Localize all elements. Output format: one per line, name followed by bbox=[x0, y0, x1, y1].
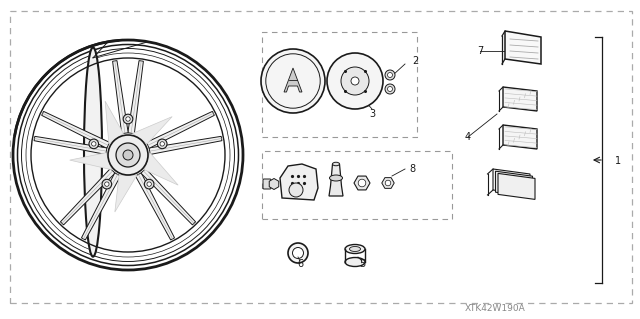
Text: 6: 6 bbox=[297, 259, 303, 269]
Polygon shape bbox=[145, 153, 178, 185]
Circle shape bbox=[327, 53, 383, 109]
Text: 7: 7 bbox=[477, 46, 483, 56]
Circle shape bbox=[126, 117, 130, 121]
Polygon shape bbox=[280, 164, 318, 200]
Polygon shape bbox=[34, 136, 107, 154]
Text: 2: 2 bbox=[412, 56, 418, 66]
Circle shape bbox=[157, 139, 167, 149]
Ellipse shape bbox=[84, 47, 102, 257]
Polygon shape bbox=[113, 61, 128, 134]
Polygon shape bbox=[105, 101, 124, 144]
Circle shape bbox=[385, 70, 395, 80]
Circle shape bbox=[104, 182, 109, 186]
Polygon shape bbox=[505, 31, 541, 64]
Circle shape bbox=[145, 179, 154, 189]
Text: 1: 1 bbox=[615, 156, 621, 166]
Polygon shape bbox=[60, 168, 115, 225]
Circle shape bbox=[261, 49, 325, 113]
Circle shape bbox=[341, 67, 369, 95]
Polygon shape bbox=[284, 68, 302, 92]
Circle shape bbox=[108, 135, 148, 175]
Circle shape bbox=[102, 179, 111, 189]
Circle shape bbox=[292, 248, 303, 258]
Polygon shape bbox=[503, 125, 537, 149]
Text: 5: 5 bbox=[359, 259, 365, 269]
Circle shape bbox=[123, 114, 133, 124]
Circle shape bbox=[160, 142, 164, 146]
Polygon shape bbox=[136, 173, 175, 240]
Text: XTK42W190A: XTK42W190A bbox=[465, 304, 525, 313]
Circle shape bbox=[385, 180, 391, 186]
Polygon shape bbox=[495, 171, 532, 197]
FancyBboxPatch shape bbox=[263, 179, 271, 189]
Polygon shape bbox=[70, 153, 111, 170]
Ellipse shape bbox=[330, 175, 342, 181]
Circle shape bbox=[288, 243, 308, 263]
Circle shape bbox=[385, 84, 395, 94]
Ellipse shape bbox=[333, 162, 339, 166]
Ellipse shape bbox=[345, 244, 365, 254]
Text: 3: 3 bbox=[369, 109, 375, 119]
Polygon shape bbox=[115, 175, 137, 212]
Polygon shape bbox=[81, 173, 120, 240]
Circle shape bbox=[92, 142, 96, 146]
Circle shape bbox=[147, 182, 152, 186]
Circle shape bbox=[89, 139, 99, 149]
Circle shape bbox=[351, 77, 359, 85]
Polygon shape bbox=[141, 168, 196, 225]
Circle shape bbox=[358, 179, 366, 187]
Polygon shape bbox=[42, 111, 109, 148]
Bar bbox=[262, 151, 452, 219]
Circle shape bbox=[123, 150, 133, 160]
Ellipse shape bbox=[349, 247, 360, 251]
Polygon shape bbox=[132, 117, 172, 144]
Polygon shape bbox=[128, 61, 143, 134]
Text: 4: 4 bbox=[465, 132, 471, 142]
Circle shape bbox=[116, 143, 140, 167]
Polygon shape bbox=[147, 111, 214, 148]
Text: 8: 8 bbox=[409, 164, 415, 174]
Polygon shape bbox=[149, 136, 222, 154]
Circle shape bbox=[387, 72, 392, 78]
Polygon shape bbox=[498, 174, 535, 199]
Circle shape bbox=[289, 183, 303, 197]
Circle shape bbox=[387, 86, 392, 92]
Polygon shape bbox=[503, 87, 537, 111]
Polygon shape bbox=[493, 169, 530, 195]
Bar bbox=[262, 32, 417, 137]
Polygon shape bbox=[329, 164, 343, 196]
Ellipse shape bbox=[345, 257, 365, 266]
